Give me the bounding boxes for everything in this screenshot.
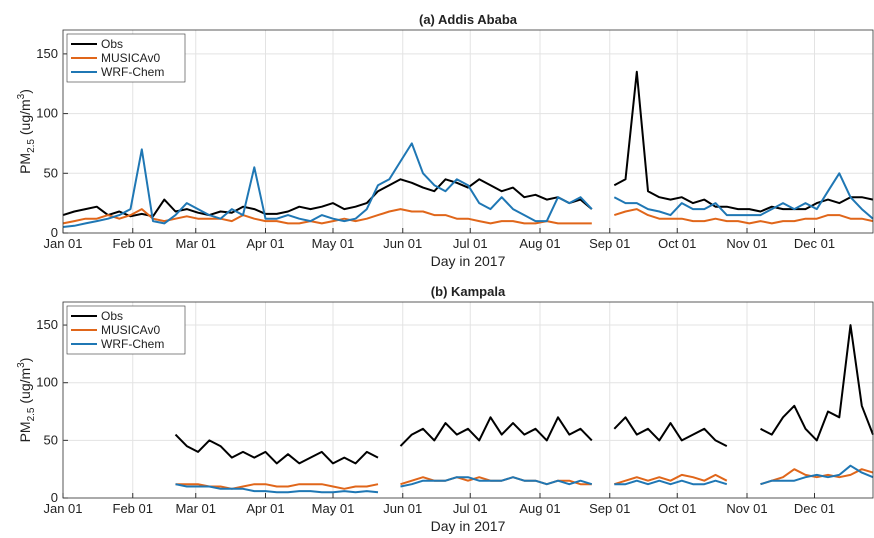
y-tick-label: 50 [44, 165, 58, 180]
x-tick-label: Dec 01 [794, 501, 835, 516]
x-tick-label: Feb 01 [113, 236, 153, 251]
plot-area [63, 30, 873, 233]
x-tick-label: Jun 01 [383, 236, 422, 251]
x-axis-label: Day in 2017 [431, 518, 506, 534]
x-tick-label: Mar 01 [176, 236, 216, 251]
x-tick-label: Jul 01 [453, 236, 488, 251]
series-line [62, 142, 874, 228]
chart-title: (b) Kampala [431, 284, 506, 299]
legend-label: MUSICAv0 [101, 323, 160, 337]
x-tick-label: Jul 01 [453, 501, 488, 516]
axes-box [62, 301, 874, 499]
x-tick-label: Mar 01 [176, 501, 216, 516]
x-tick-label: Oct 01 [658, 501, 696, 516]
legend-label: Obs [101, 37, 123, 51]
x-tick-label: Jan 01 [43, 501, 82, 516]
series-line [175, 464, 874, 494]
x-tick-label: Jun 01 [383, 501, 422, 516]
series-line [62, 208, 874, 225]
y-axis-label-part: 3 [16, 362, 27, 368]
y-tick-label: 100 [36, 375, 58, 390]
y-axis-label-part: 2.5 [26, 139, 37, 153]
y-axis-label-part: (ug/m [17, 99, 33, 139]
y-tick-label: 0 [51, 225, 58, 240]
legend-label: WRF-Chem [101, 65, 164, 79]
x-tick-label: Jan 01 [43, 236, 82, 251]
x-tick-label: Feb 01 [113, 501, 153, 516]
y-axis-label-part: PM [17, 153, 33, 174]
series-line [174, 324, 874, 465]
x-tick-label: Sep 01 [589, 501, 630, 516]
x-tick-label: Aug 01 [519, 501, 560, 516]
x-tick-label: Nov 01 [726, 501, 767, 516]
x-tick-label: Nov 01 [726, 236, 767, 251]
y-axis-label: PM2.5 (ug/m3) [16, 89, 37, 174]
subplot: 0 50 100 150 Jan 01 Feb 01 Mar 01 Apr 01 May 01 J… [16, 284, 874, 534]
y-axis-label-part: ) [17, 89, 33, 94]
x-tick-label: May 01 [312, 236, 355, 251]
plot-area [63, 302, 873, 498]
y-tick-label: 150 [36, 317, 58, 332]
y-axis-label-part: ) [17, 358, 33, 363]
x-tick-label: Aug 01 [519, 236, 560, 251]
y-tick-label: 0 [51, 490, 58, 505]
x-tick-label: Sep 01 [589, 236, 630, 251]
x-axis-label: Day in 2017 [431, 253, 506, 269]
y-tick-label: 50 [44, 432, 58, 447]
chart-title: (a) Addis Ababa [419, 12, 518, 27]
legend-label: MUSICAv0 [101, 51, 160, 65]
x-tick-label: Oct 01 [658, 236, 696, 251]
y-axis-label: PM2.5 (ug/m3) [16, 358, 37, 443]
y-axis-label-part: 2.5 [26, 407, 37, 421]
x-tick-label: May 01 [312, 501, 355, 516]
y-axis-label-part: (ug/m [17, 368, 33, 408]
x-tick-label: Apr 01 [246, 236, 284, 251]
x-tick-label: Apr 01 [246, 501, 284, 516]
y-tick-label: 150 [36, 46, 58, 61]
y-axis-label-part: 3 [16, 93, 27, 99]
x-tick-label: Dec 01 [794, 236, 835, 251]
legend-label: WRF-Chem [101, 337, 164, 351]
subplot: 0 50 100 150 Jan 01 Feb 01 Mar 01 Apr 01 May 01 J… [16, 12, 874, 269]
y-tick-label: 100 [36, 106, 58, 121]
legend-label: Obs [101, 309, 123, 323]
axes-box [62, 29, 874, 234]
y-axis-label-part: PM [17, 421, 33, 442]
